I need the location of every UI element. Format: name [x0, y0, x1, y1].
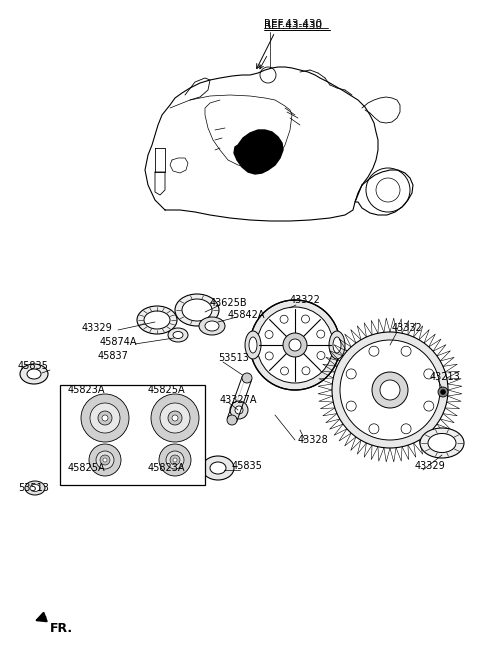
Circle shape	[102, 415, 108, 421]
Circle shape	[346, 369, 356, 379]
Text: 53513: 53513	[18, 483, 49, 493]
Ellipse shape	[227, 415, 237, 425]
Circle shape	[317, 330, 325, 338]
Circle shape	[301, 315, 310, 323]
Circle shape	[401, 424, 411, 434]
Circle shape	[372, 372, 408, 408]
Circle shape	[257, 307, 333, 383]
Ellipse shape	[420, 428, 464, 458]
Circle shape	[170, 455, 180, 465]
Polygon shape	[234, 130, 283, 174]
Text: 45874A: 45874A	[100, 337, 137, 347]
Ellipse shape	[144, 311, 170, 329]
Ellipse shape	[30, 484, 40, 491]
Circle shape	[81, 394, 129, 442]
Circle shape	[89, 444, 121, 476]
Text: 43213: 43213	[430, 372, 461, 382]
Circle shape	[380, 380, 400, 400]
Bar	[60, 385, 205, 485]
Circle shape	[302, 367, 310, 374]
Ellipse shape	[20, 364, 48, 384]
Circle shape	[438, 387, 448, 397]
Text: 45825A: 45825A	[68, 463, 106, 473]
Text: 43327A: 43327A	[220, 395, 257, 405]
Circle shape	[235, 406, 243, 414]
Ellipse shape	[333, 337, 341, 353]
Ellipse shape	[242, 373, 252, 383]
Circle shape	[100, 455, 110, 465]
Circle shape	[289, 339, 301, 351]
Text: 45825A: 45825A	[148, 385, 186, 395]
Text: 43625B: 43625B	[210, 298, 248, 308]
Circle shape	[172, 415, 178, 421]
Ellipse shape	[182, 299, 212, 321]
Text: 43332: 43332	[392, 323, 423, 333]
Text: REF.43-430: REF.43-430	[264, 19, 322, 29]
Circle shape	[280, 315, 288, 323]
Ellipse shape	[245, 331, 261, 359]
Circle shape	[346, 401, 356, 411]
Circle shape	[441, 390, 445, 394]
Circle shape	[250, 300, 340, 390]
Ellipse shape	[249, 337, 257, 353]
Circle shape	[340, 340, 440, 440]
Text: 45835: 45835	[18, 361, 49, 371]
Ellipse shape	[173, 332, 183, 338]
Circle shape	[151, 394, 199, 442]
Circle shape	[317, 351, 325, 359]
Ellipse shape	[25, 481, 45, 495]
Text: 43329: 43329	[415, 461, 446, 471]
Circle shape	[424, 401, 434, 411]
Text: 53513: 53513	[218, 353, 249, 363]
Circle shape	[166, 451, 184, 469]
Ellipse shape	[329, 331, 345, 359]
Ellipse shape	[175, 294, 219, 326]
Ellipse shape	[27, 369, 41, 379]
Circle shape	[424, 369, 434, 379]
Circle shape	[159, 444, 191, 476]
Ellipse shape	[210, 462, 226, 474]
Text: 45837: 45837	[98, 351, 129, 361]
Ellipse shape	[137, 306, 177, 334]
Circle shape	[265, 330, 273, 338]
Circle shape	[103, 458, 107, 462]
Text: 45842A: 45842A	[228, 310, 265, 320]
Text: 43322: 43322	[290, 295, 321, 305]
Ellipse shape	[168, 328, 188, 342]
Text: FR.: FR.	[50, 622, 73, 635]
Circle shape	[160, 403, 190, 433]
Circle shape	[98, 411, 112, 425]
Ellipse shape	[199, 317, 225, 335]
Circle shape	[265, 352, 273, 360]
Text: 45823A: 45823A	[68, 385, 106, 395]
Ellipse shape	[428, 434, 456, 453]
Circle shape	[283, 333, 307, 357]
Circle shape	[369, 346, 379, 356]
Circle shape	[332, 332, 448, 448]
Circle shape	[230, 401, 248, 419]
Text: 45823A: 45823A	[148, 463, 185, 473]
Ellipse shape	[205, 321, 219, 331]
Circle shape	[280, 367, 288, 375]
Text: 45835: 45835	[232, 461, 263, 471]
Circle shape	[96, 451, 114, 469]
Text: 43328: 43328	[298, 435, 329, 445]
Circle shape	[173, 458, 177, 462]
Circle shape	[90, 403, 120, 433]
Text: REF.43-430: REF.43-430	[264, 21, 322, 31]
Text: 43329: 43329	[82, 323, 113, 333]
Circle shape	[168, 411, 182, 425]
Ellipse shape	[202, 456, 234, 480]
Circle shape	[369, 424, 379, 434]
Circle shape	[401, 346, 411, 356]
